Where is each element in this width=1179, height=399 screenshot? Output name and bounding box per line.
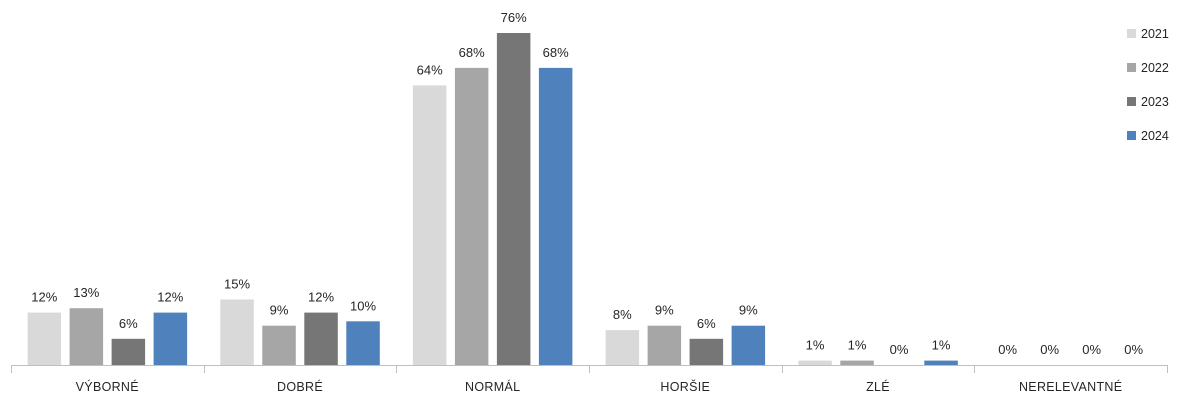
data-label: 0% bbox=[998, 342, 1017, 357]
legend-label-2024: 2024 bbox=[1141, 129, 1169, 143]
bar-2024-3 bbox=[731, 325, 766, 365]
data-label: 1% bbox=[848, 338, 867, 353]
legend-label-2021: 2021 bbox=[1141, 27, 1169, 41]
data-label: 76% bbox=[501, 10, 527, 25]
data-label: 9% bbox=[270, 303, 289, 318]
data-label: 12% bbox=[31, 290, 57, 305]
bar-2024-4 bbox=[924, 360, 958, 365]
x-axis bbox=[11, 365, 1168, 373]
category-label: NORMÁL bbox=[465, 379, 520, 394]
bar-2022-1 bbox=[262, 325, 296, 365]
bar-2022-3 bbox=[647, 325, 682, 365]
legend-swatch-2024 bbox=[1127, 131, 1136, 140]
bar-2023-0 bbox=[111, 338, 146, 365]
category-label: ZLÉ bbox=[866, 379, 890, 394]
bar-2021-0 bbox=[27, 312, 62, 365]
data-label: 64% bbox=[417, 62, 443, 77]
data-label: 12% bbox=[308, 290, 334, 305]
category-label: VÝBORNÉ bbox=[76, 379, 139, 394]
legend-swatch-2023 bbox=[1127, 97, 1136, 106]
bar-2021-2 bbox=[412, 85, 447, 366]
data-label: 0% bbox=[1040, 342, 1059, 357]
data-label: 68% bbox=[459, 45, 485, 60]
category-label: DOBRÉ bbox=[277, 379, 323, 394]
data-label: 0% bbox=[1082, 342, 1101, 357]
legend-swatch-2021 bbox=[1127, 29, 1136, 38]
data-label: 12% bbox=[157, 290, 183, 305]
bar-2022-0 bbox=[69, 308, 104, 365]
data-label: 15% bbox=[224, 277, 250, 292]
data-label: 68% bbox=[543, 45, 569, 60]
data-label: 10% bbox=[350, 298, 376, 313]
data-label: 13% bbox=[73, 285, 99, 300]
data-label: 8% bbox=[613, 307, 632, 322]
legend-label-2022: 2022 bbox=[1141, 61, 1169, 75]
category-label: NERELEVANTNÉ bbox=[1019, 379, 1122, 394]
category-labels-group: VÝBORNÉ DOBRÉ NORMÁL HORŠIE ZLÉ NERELEVANTNÉ bbox=[76, 379, 1122, 394]
bar-2023-2 bbox=[496, 33, 531, 365]
data-label: 6% bbox=[697, 316, 716, 331]
bar-2021-3 bbox=[605, 330, 640, 365]
data-label: 1% bbox=[806, 338, 825, 353]
bar-2021-1 bbox=[220, 299, 254, 365]
data-label: 1% bbox=[932, 338, 951, 353]
legend-label-2023: 2023 bbox=[1141, 95, 1169, 109]
data-label: 0% bbox=[890, 342, 909, 357]
bar-2024-2 bbox=[538, 67, 573, 366]
data-label: 9% bbox=[739, 303, 758, 318]
data-label: 6% bbox=[119, 316, 138, 331]
bar-2021-4 bbox=[798, 360, 832, 365]
bars-group bbox=[27, 33, 958, 366]
legend: 2021 2022 2023 2024 bbox=[1127, 27, 1169, 143]
data-label: 0% bbox=[1124, 342, 1143, 357]
category-label: HORŠIE bbox=[660, 379, 710, 394]
bar-2023-1 bbox=[304, 312, 338, 365]
data-labels-group: 12% 13% 6% 12% 15% 9% 12% 10% 64% 68% 76% 68% 8% 9% 6%… bbox=[31, 10, 1143, 357]
bar-2023-3 bbox=[689, 338, 724, 365]
bar-2024-1 bbox=[346, 321, 380, 365]
bar-2022-4 bbox=[840, 360, 874, 365]
bar-2022-2 bbox=[454, 67, 489, 366]
bar-2024-0 bbox=[153, 312, 188, 365]
data-label: 9% bbox=[655, 303, 674, 318]
legend-swatch-2022 bbox=[1127, 63, 1136, 72]
